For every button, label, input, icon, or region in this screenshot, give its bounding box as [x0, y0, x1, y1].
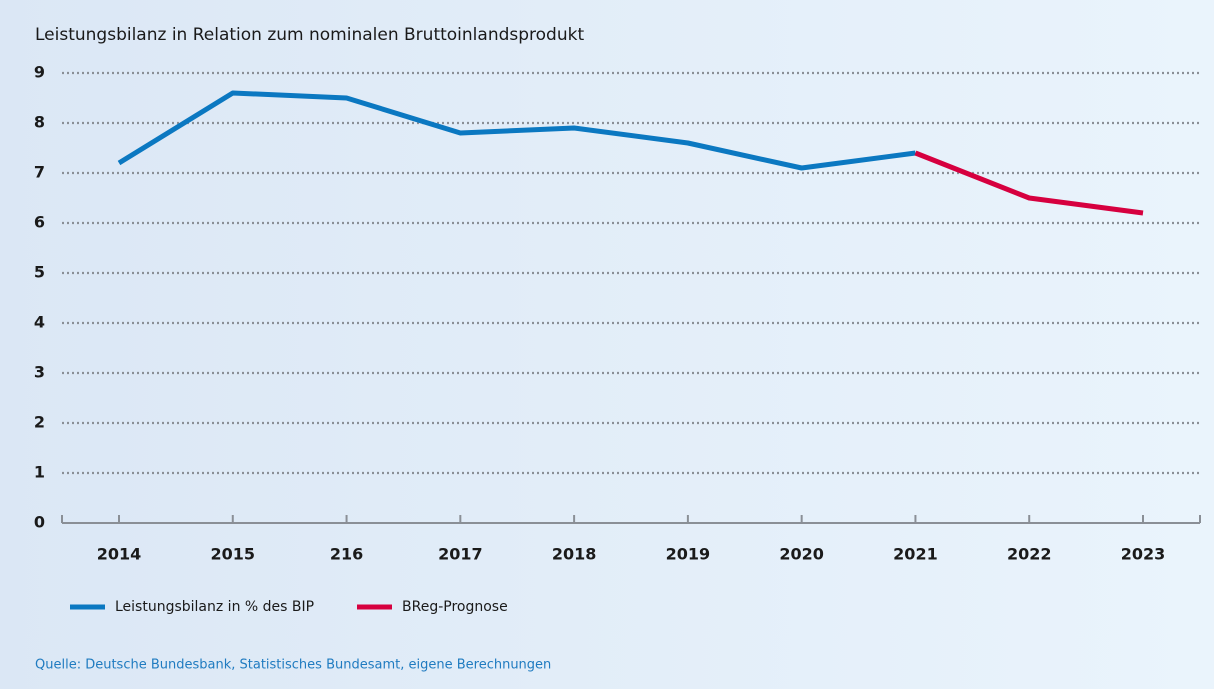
x-tick-label: 2021: [893, 545, 938, 564]
x-tick-label: 2017: [438, 545, 483, 564]
x-tick-label: 2020: [779, 545, 824, 564]
y-tick-label: 7: [34, 163, 45, 182]
chart-title: Leistungsbilanz in Relation zum nominale…: [35, 25, 584, 45]
x-tick-label: 2023: [1121, 545, 1166, 564]
y-tick-label: 5: [34, 263, 45, 282]
y-tick-label: 6: [34, 213, 45, 232]
y-tick-label: 4: [34, 313, 45, 332]
data-line: [914, 150, 1144, 216]
x-tick-label: 2014: [97, 545, 142, 564]
y-tick-label: 8: [34, 113, 45, 132]
data-line: [117, 90, 916, 171]
x-tick-label: 216: [330, 545, 363, 564]
x-tick-label: 2018: [552, 545, 597, 564]
legend-label: Leistungsbilanz in % des BIP: [115, 599, 314, 615]
x-tick-label: 2022: [1007, 545, 1052, 564]
source-note: Quelle: Deutsche Bundesbank, Statistisch…: [35, 658, 551, 673]
legend-label: BReg-Prognose: [402, 599, 508, 615]
y-tick-label: 2: [34, 413, 45, 432]
x-tick-label: 2015: [211, 545, 256, 564]
y-tick-label: 9: [34, 63, 45, 82]
y-tick-label: 0: [34, 513, 45, 532]
x-tick-label: 2019: [666, 545, 711, 564]
y-tick-label: 3: [34, 363, 45, 382]
y-tick-label: 1: [34, 463, 45, 482]
